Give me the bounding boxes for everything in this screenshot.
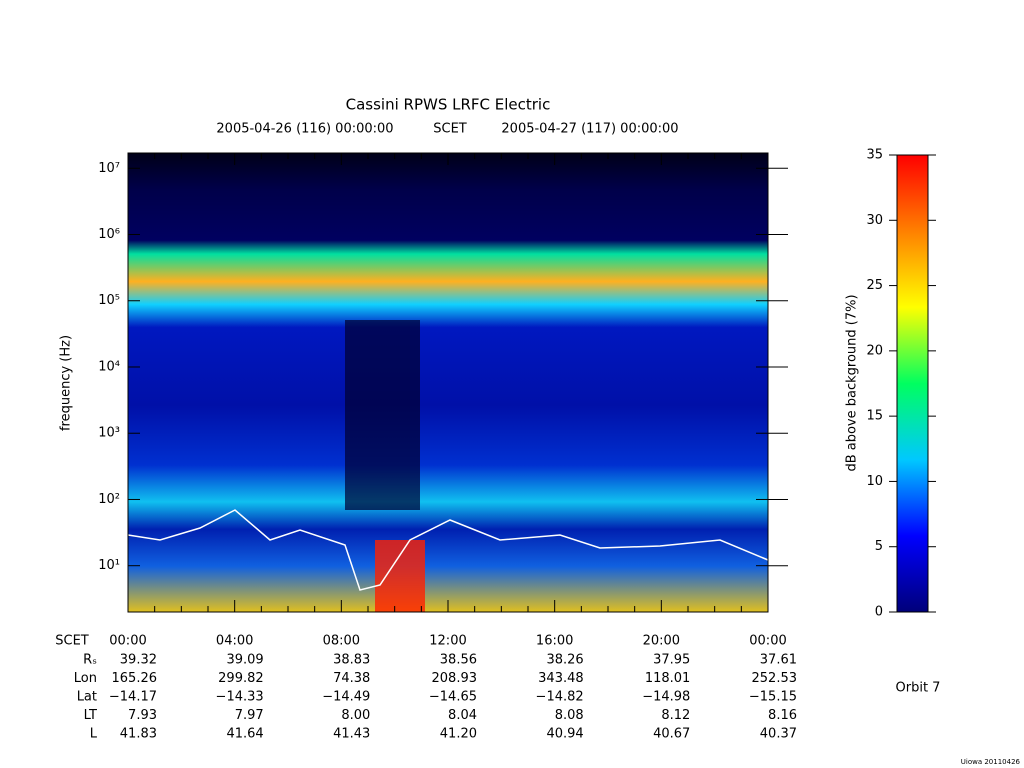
x-tick-label: 00:00 bbox=[109, 634, 146, 649]
ephemeris-value: −14.65 bbox=[429, 690, 477, 705]
spectrogram bbox=[128, 153, 768, 612]
ephemeris-value: 37.61 bbox=[760, 653, 797, 668]
ephemeris-value: 39.32 bbox=[120, 653, 157, 668]
ephemeris-value: 74.38 bbox=[333, 671, 370, 686]
x-tick-label: 08:00 bbox=[323, 634, 360, 649]
ephemeris-value: 40.67 bbox=[653, 727, 690, 742]
ephemeris-value: −14.33 bbox=[216, 690, 264, 705]
x-tick-label: 04:00 bbox=[216, 634, 253, 649]
y-tick-label: 10⁷ bbox=[98, 161, 120, 176]
colorbar-tick-label: 5 bbox=[875, 539, 883, 554]
row-label: SCET bbox=[55, 634, 89, 649]
ephemeris-value: 37.95 bbox=[653, 653, 690, 668]
subtitle: 2005-04-27 (117) 00:00:00 bbox=[501, 122, 678, 137]
ephemeris-value: 208.93 bbox=[432, 671, 478, 686]
ephemeris-value: 41.43 bbox=[333, 727, 370, 742]
subtitle: SCET bbox=[433, 122, 467, 137]
colorbar-tick-label: 25 bbox=[866, 278, 883, 293]
subtitle: 2005-04-26 (116) 00:00:00 bbox=[216, 122, 393, 137]
ephemeris-value: 41.64 bbox=[226, 727, 263, 742]
y-tick-label: 10² bbox=[98, 492, 120, 507]
y-tick-label: 10⁶ bbox=[98, 227, 120, 242]
ephemeris-value: −14.17 bbox=[109, 690, 157, 705]
row-label: Rₛ bbox=[83, 653, 97, 668]
trace bbox=[127, 509, 769, 591]
ephemeris-value: 8.16 bbox=[768, 708, 797, 723]
y-tick-label: 10⁵ bbox=[98, 293, 120, 308]
ephemeris-value: 40.94 bbox=[546, 727, 583, 742]
ephemeris-value: 38.26 bbox=[546, 653, 583, 668]
colorbar-tick-label: 30 bbox=[866, 213, 883, 228]
credit: Uiowa 20110426 bbox=[961, 758, 1021, 766]
ephemeris-value: 8.04 bbox=[448, 708, 477, 723]
ephemeris-value: 299.82 bbox=[218, 671, 264, 686]
ephemeris-value: 8.00 bbox=[341, 708, 370, 723]
ephemeris-value: 165.26 bbox=[112, 671, 158, 686]
ephemeris-value: −14.98 bbox=[642, 690, 690, 705]
x-tick-label: 20:00 bbox=[643, 634, 680, 649]
row-label: L bbox=[90, 727, 98, 742]
ephemeris-value: −15.15 bbox=[749, 690, 797, 705]
ephemeris-value: 252.53 bbox=[752, 671, 798, 686]
colorbar-tick-label: 35 bbox=[866, 148, 883, 163]
orbit: Orbit 7 bbox=[896, 681, 941, 696]
spectrogram-feature bbox=[345, 320, 420, 510]
chart-title: Cassini RPWS LRFC Electric bbox=[346, 96, 551, 114]
ephemeris-value: −14.49 bbox=[322, 690, 370, 705]
ephemeris-value: 8.08 bbox=[555, 708, 584, 723]
colorbar-tick-label: 20 bbox=[866, 343, 883, 358]
colorbar-tick-label: 10 bbox=[866, 474, 883, 489]
y-tick-label: 10¹ bbox=[98, 558, 120, 573]
y-tick-label: 10⁴ bbox=[98, 359, 120, 374]
ephemeris-value: 7.97 bbox=[235, 708, 264, 723]
ephemeris-value: 343.48 bbox=[538, 671, 584, 686]
colorbar-tick-label: 0 bbox=[875, 605, 883, 620]
x-tick-label: 12:00 bbox=[429, 634, 466, 649]
y-axis-label: frequency (Hz) bbox=[59, 335, 74, 431]
colorbar-tick-label: 15 bbox=[866, 409, 883, 424]
x-tick-label: 00:00 bbox=[749, 634, 786, 649]
colorbar bbox=[896, 154, 929, 613]
ephemeris-value: 38.56 bbox=[440, 653, 477, 668]
ephemeris-value: 7.93 bbox=[128, 708, 157, 723]
x-tick-label: 16:00 bbox=[536, 634, 573, 649]
row-label: LT bbox=[84, 708, 97, 723]
ephemeris-value: 118.01 bbox=[645, 671, 691, 686]
ephemeris-value: 40.37 bbox=[760, 727, 797, 742]
ephemeris-value: 8.12 bbox=[661, 708, 690, 723]
y-tick-label: 10³ bbox=[98, 426, 120, 441]
spectrogram-feature bbox=[375, 540, 425, 612]
row-label: Lat bbox=[77, 690, 97, 705]
ephemeris-value: 39.09 bbox=[226, 653, 263, 668]
ephemeris-value: 41.83 bbox=[120, 727, 157, 742]
ephemeris-value: 41.20 bbox=[440, 727, 477, 742]
ephemeris-value: 38.83 bbox=[333, 653, 370, 668]
ephemeris-value: −14.82 bbox=[536, 690, 584, 705]
colorbar-label: dB above background (7%) bbox=[845, 294, 860, 471]
row-label: Lon bbox=[74, 671, 97, 686]
